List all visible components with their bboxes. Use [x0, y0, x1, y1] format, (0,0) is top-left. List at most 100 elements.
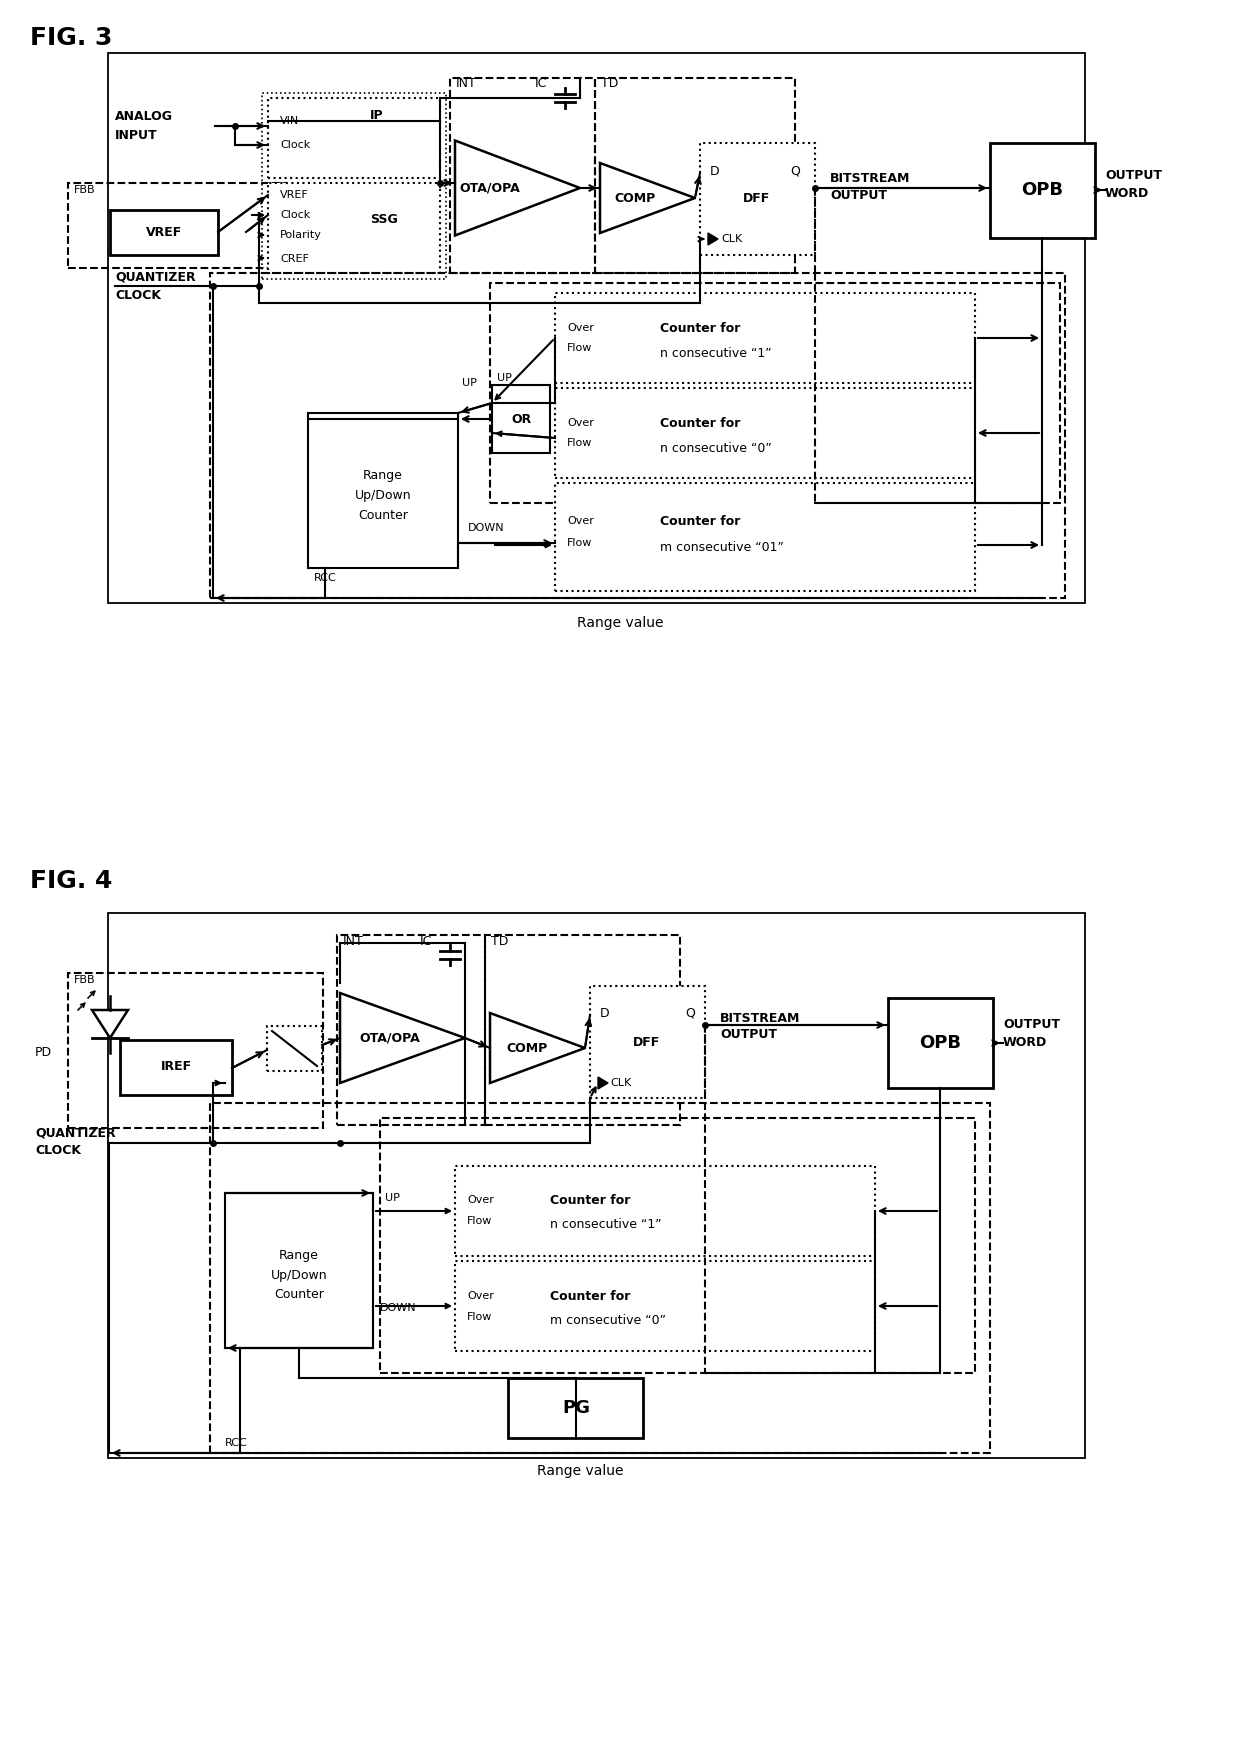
- Text: PG: PG: [562, 1400, 590, 1417]
- Text: n consecutive “0”: n consecutive “0”: [660, 441, 771, 455]
- Text: COMP: COMP: [614, 192, 656, 204]
- Text: INT: INT: [343, 934, 363, 948]
- Text: OTA/OPA: OTA/OPA: [460, 181, 521, 195]
- Bar: [268, 183, 440, 274]
- Text: QUANTIZER: QUANTIZER: [35, 1126, 115, 1140]
- Bar: [508, 1379, 644, 1438]
- Text: Over: Over: [567, 322, 594, 333]
- Bar: [556, 293, 975, 383]
- Polygon shape: [708, 234, 718, 246]
- Text: n consecutive “1”: n consecutive “1”: [551, 1218, 662, 1232]
- Polygon shape: [455, 141, 580, 235]
- Bar: [490, 282, 1060, 504]
- Text: QUANTIZER: QUANTIZER: [115, 270, 196, 284]
- Text: Range: Range: [363, 469, 403, 481]
- Bar: [262, 92, 446, 279]
- Bar: [210, 274, 1065, 598]
- Text: CREF: CREF: [280, 254, 309, 263]
- Text: IC: IC: [420, 934, 433, 948]
- Text: Counter for: Counter for: [660, 417, 740, 429]
- Text: OR: OR: [511, 413, 531, 425]
- Polygon shape: [490, 1013, 585, 1082]
- Bar: [110, 209, 218, 254]
- Text: Over: Over: [467, 1196, 494, 1204]
- Text: OUTPUT: OUTPUT: [1003, 1018, 1060, 1032]
- Text: DFF: DFF: [743, 192, 770, 204]
- Text: Counter for: Counter for: [551, 1290, 630, 1302]
- Text: Up/Down: Up/Down: [270, 1269, 327, 1281]
- Text: ANALOG: ANALOG: [115, 110, 174, 122]
- Text: Counter: Counter: [274, 1288, 324, 1302]
- Polygon shape: [92, 1009, 128, 1039]
- Text: CLK: CLK: [720, 234, 743, 244]
- Text: Clock: Clock: [280, 139, 310, 150]
- Text: Counter for: Counter for: [551, 1194, 630, 1206]
- Text: CLK: CLK: [610, 1077, 631, 1088]
- Bar: [450, 78, 595, 274]
- Text: RCC: RCC: [224, 1438, 248, 1448]
- Text: OTA/OPA: OTA/OPA: [360, 1032, 420, 1044]
- Text: Q: Q: [790, 164, 800, 178]
- Bar: [455, 1260, 875, 1351]
- Bar: [485, 934, 680, 1124]
- Text: OUTPUT: OUTPUT: [1105, 169, 1162, 181]
- Text: DFF: DFF: [634, 1037, 661, 1049]
- Text: CLOCK: CLOCK: [115, 289, 161, 302]
- Text: INPUT: INPUT: [115, 129, 157, 141]
- Text: TD: TD: [601, 77, 619, 89]
- Bar: [68, 973, 322, 1128]
- Text: UP: UP: [497, 373, 512, 383]
- Text: WORD: WORD: [1003, 1037, 1048, 1049]
- Text: n consecutive “1”: n consecutive “1”: [660, 347, 771, 359]
- Text: Over: Over: [567, 418, 594, 429]
- Text: Flow: Flow: [467, 1312, 492, 1321]
- Text: BITSTREAM: BITSTREAM: [720, 1011, 800, 1025]
- Text: Counter for: Counter for: [660, 514, 740, 528]
- Text: Up/Down: Up/Down: [355, 488, 412, 502]
- Text: Q: Q: [686, 1006, 694, 1020]
- Text: Flow: Flow: [467, 1217, 492, 1225]
- Text: Flow: Flow: [567, 539, 593, 547]
- Text: VREF: VREF: [146, 225, 182, 239]
- Text: Clock: Clock: [280, 209, 310, 220]
- Text: FBB: FBB: [74, 974, 95, 985]
- Bar: [556, 483, 975, 591]
- Text: OPB: OPB: [919, 1034, 961, 1053]
- Bar: [590, 987, 706, 1098]
- Bar: [492, 385, 551, 453]
- Bar: [455, 1166, 875, 1257]
- Text: RCC: RCC: [314, 573, 337, 582]
- Bar: [108, 52, 1085, 603]
- Text: CLOCK: CLOCK: [35, 1145, 81, 1157]
- Text: Flow: Flow: [567, 437, 593, 448]
- Text: OUTPUT: OUTPUT: [830, 188, 887, 202]
- Text: Counter: Counter: [358, 509, 408, 521]
- Bar: [224, 1192, 373, 1347]
- Bar: [267, 1027, 322, 1070]
- Text: Counter for: Counter for: [660, 321, 740, 335]
- Text: INT: INT: [456, 77, 476, 89]
- Text: PD: PD: [35, 1046, 52, 1060]
- Text: m consecutive “0”: m consecutive “0”: [551, 1314, 666, 1328]
- Text: UP: UP: [384, 1192, 399, 1203]
- Text: FIG. 4: FIG. 4: [30, 870, 113, 892]
- Text: BITSTREAM: BITSTREAM: [830, 171, 910, 185]
- Text: Range value: Range value: [537, 1464, 624, 1478]
- Text: FBB: FBB: [74, 185, 95, 195]
- Polygon shape: [600, 164, 694, 234]
- Bar: [108, 913, 1085, 1457]
- Text: m consecutive “01”: m consecutive “01”: [660, 540, 784, 554]
- Bar: [120, 1041, 232, 1095]
- Polygon shape: [598, 1077, 608, 1089]
- Text: Over: Over: [467, 1292, 494, 1300]
- Text: TD: TD: [491, 934, 508, 948]
- Text: VIN: VIN: [280, 117, 299, 125]
- Text: DOWN: DOWN: [467, 523, 505, 533]
- Text: UP: UP: [463, 378, 477, 389]
- Bar: [268, 98, 440, 178]
- Bar: [68, 183, 286, 268]
- Bar: [990, 143, 1095, 239]
- Text: WORD: WORD: [1105, 187, 1149, 199]
- Bar: [337, 934, 485, 1124]
- Bar: [888, 999, 993, 1088]
